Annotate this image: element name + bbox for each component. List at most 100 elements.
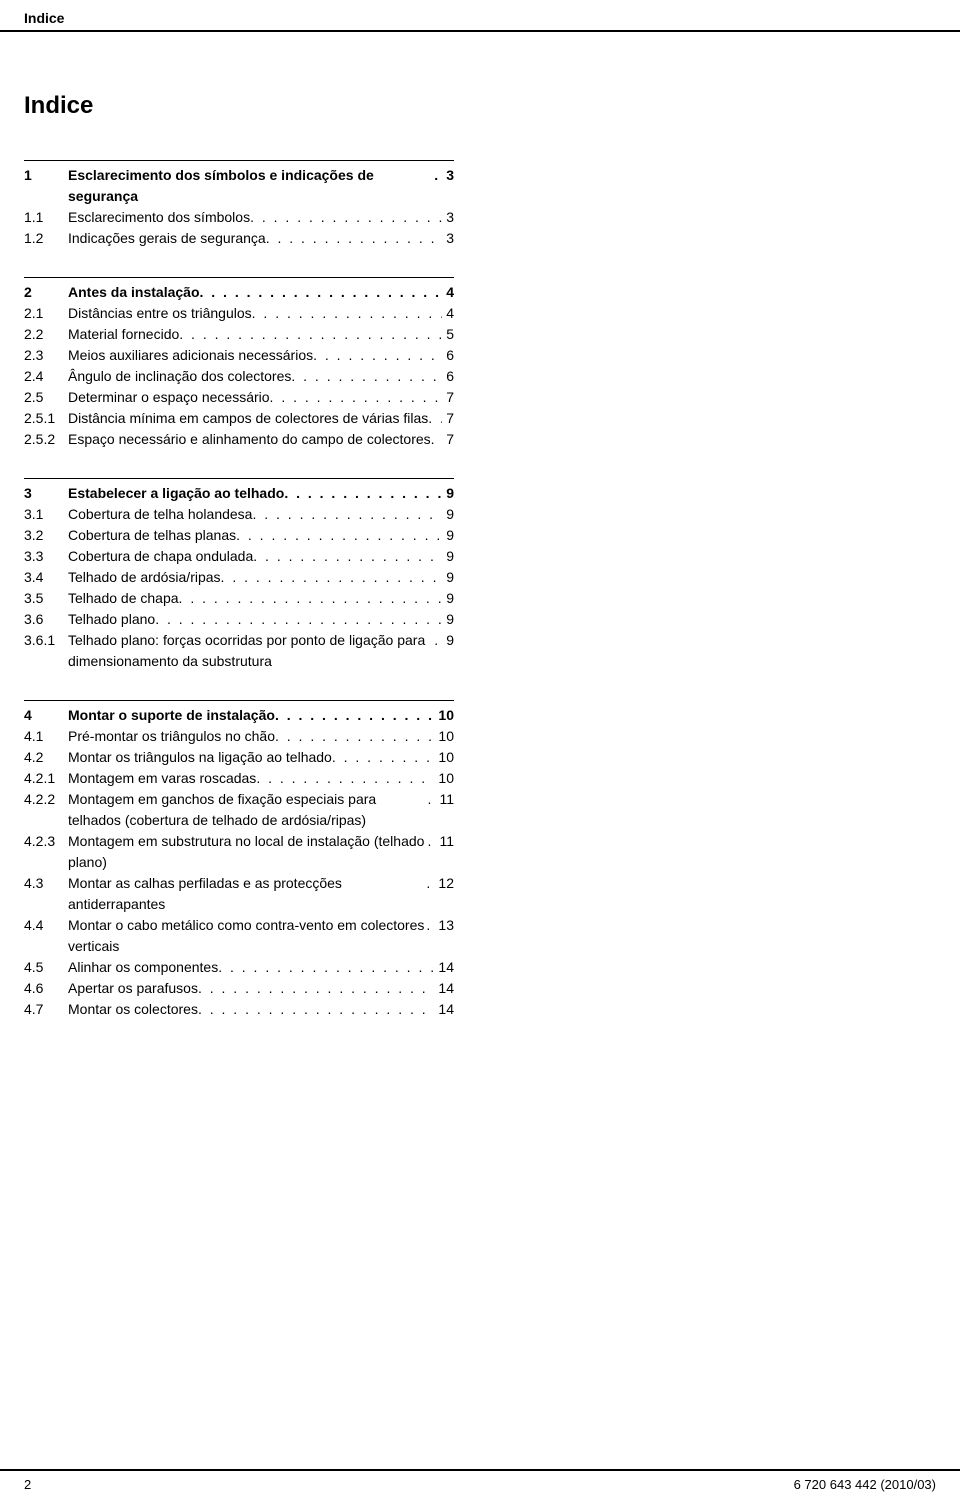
toc-row: 4.2Montar os triângulos na ligação ao te… <box>24 747 454 768</box>
toc-number: 4.6 <box>24 978 68 999</box>
section-rule <box>24 478 454 479</box>
toc-row: 4.2.3Montagem em substrutura no local de… <box>24 831 454 873</box>
toc-text-wrap: Esclarecimento dos símbolos . . . . . . … <box>68 207 454 228</box>
toc-dots: . . . . . . . . . . . . . . . . . . . . … <box>200 282 443 303</box>
toc-row: 2.5.2Espaço necessário e alinhamento do … <box>24 429 454 450</box>
toc-dots: . . . . . . . . . . . . . . . . . . . . … <box>275 705 434 726</box>
toc-text-wrap: Telhado de chapa . . . . . . . . . . . .… <box>68 588 454 609</box>
toc-row: 2.5Determinar o espaço necessário . . . … <box>24 387 454 408</box>
toc-text: Montagem em substrutura no local de inst… <box>68 831 427 873</box>
toc-text-wrap: Meios auxiliares adicionais necessários … <box>68 345 454 366</box>
toc-text-wrap: Montagem em substrutura no local de inst… <box>68 831 454 873</box>
toc-number: 2.5 <box>24 387 68 408</box>
toc-text-wrap: Cobertura de chapa ondulada . . . . . . … <box>68 546 454 567</box>
toc-dots: . . . . . . . . . . . . . . . . . . . . … <box>198 999 434 1020</box>
toc-dots: . . . . . . . . . . . . . . . . . . . . … <box>221 567 443 588</box>
toc-page: 4 <box>442 282 454 303</box>
toc-row: 4.5Alinhar os componentes . . . . . . . … <box>24 957 454 978</box>
toc-dots: . . . . . . . . . . . . . . . . . . . . … <box>427 789 435 810</box>
toc-dots: . . . . . . . . . . . . . . . . . . . . … <box>256 768 434 789</box>
toc-text-wrap: Material fornecido . . . . . . . . . . .… <box>68 324 454 345</box>
toc-section: 3Estabelecer a ligação ao telhado . . . … <box>24 478 480 672</box>
page-footer: 2 6 720 643 442 (2010/03) <box>0 1469 960 1502</box>
toc-text-wrap: Distâncias entre os triângulos . . . . .… <box>68 303 454 324</box>
toc-number: 4 <box>24 705 68 726</box>
toc-row: 2.1Distâncias entre os triângulos . . . … <box>24 303 454 324</box>
toc-page: 12 <box>434 873 454 894</box>
toc-number: 4.1 <box>24 726 68 747</box>
toc-dots: . . . . . . . . . . . . . . . . . . . . … <box>284 483 442 504</box>
toc-text: Apertar os parafusos <box>68 978 198 999</box>
toc-text-wrap: Montar as calhas perfiladas e as protecç… <box>68 873 454 915</box>
toc-text: Alinhar os componentes <box>68 957 218 978</box>
toc-text: Telhado de ardósia/ripas <box>68 567 221 588</box>
toc-text: Determinar o espaço necessário <box>68 387 270 408</box>
toc-page: 10 <box>434 768 454 789</box>
toc-page: 13 <box>434 915 454 936</box>
toc-page: 14 <box>434 957 454 978</box>
toc-dots: . . . . . . . . . . . . . . . . . . . . … <box>427 831 435 852</box>
toc-number: 1 <box>24 165 68 186</box>
toc-sections: 1Esclarecimento dos símbolos e indicaçõe… <box>24 160 480 1020</box>
toc-text-wrap: Cobertura de telha holandesa . . . . . .… <box>68 504 454 525</box>
toc-row: 2.5.1Distância mínima em campos de colec… <box>24 408 454 429</box>
toc-section: 2Antes da instalação . . . . . . . . . .… <box>24 277 480 450</box>
toc-number: 3.3 <box>24 546 68 567</box>
toc-dots: . . . . . . . . . . . . . . . . . . . . … <box>291 366 442 387</box>
section-rule <box>24 277 454 278</box>
toc-row: 2.3Meios auxiliares adicionais necessári… <box>24 345 454 366</box>
toc-text: Montar os triângulos na ligação ao telha… <box>68 747 332 768</box>
toc-text: Distância mínima em campos de colectores… <box>68 408 428 429</box>
toc-page: 9 <box>442 483 454 504</box>
toc-text-wrap: Alinhar os componentes . . . . . . . . .… <box>68 957 454 978</box>
toc-page: 7 <box>442 408 454 429</box>
toc-number: 2 <box>24 282 68 303</box>
toc-section: 1Esclarecimento dos símbolos e indicaçõe… <box>24 160 480 249</box>
toc-row: 3Estabelecer a ligação ao telhado . . . … <box>24 483 454 504</box>
toc-row: 3.6.1Telhado plano: forças ocorridas por… <box>24 630 454 672</box>
toc-page: 9 <box>442 525 454 546</box>
toc-number: 2.3 <box>24 345 68 366</box>
toc-number: 4.2.2 <box>24 789 68 810</box>
toc-text-wrap: Montar os colectores . . . . . . . . . .… <box>68 999 454 1020</box>
toc-dots: . . . . . . . . . . . . . . . . . . . . … <box>313 345 442 366</box>
section-rule <box>24 160 454 161</box>
toc-dots: . . . . . . . . . . . . . . . . . . . . … <box>250 207 442 228</box>
toc-text-wrap: Montagem em ganchos de fixação especiais… <box>68 789 454 831</box>
toc-number: 1.2 <box>24 228 68 249</box>
toc-text: Telhado de chapa <box>68 588 179 609</box>
toc-text-wrap: Espaço necessário e alinhamento do campo… <box>68 429 454 450</box>
toc-dots: . . . . . . . . . . . . . . . . . . . . … <box>179 324 442 345</box>
toc-row: 3.4Telhado de ardósia/ripas . . . . . . … <box>24 567 454 588</box>
toc-page: 14 <box>434 978 454 999</box>
toc-dots: . . . . . . . . . . . . . . . . . . . . … <box>426 873 434 894</box>
footer-doc-ref: 6 720 643 442 (2010/03) <box>794 1477 936 1492</box>
toc-dots: . . . . . . . . . . . . . . . . . . . . … <box>218 957 434 978</box>
toc-text-wrap: Ângulo de inclinação dos colectores . . … <box>68 366 454 387</box>
toc-number: 2.2 <box>24 324 68 345</box>
toc-section: 4Montar o suporte de instalação . . . . … <box>24 700 480 1020</box>
toc-row: 1.2Indicações gerais de segurança . . . … <box>24 228 454 249</box>
toc-number: 2.1 <box>24 303 68 324</box>
toc-text: Pré-montar os triângulos no chão <box>68 726 275 747</box>
toc-text-wrap: Pré-montar os triângulos no chão . . . .… <box>68 726 454 747</box>
page-title: Indice <box>24 92 480 120</box>
toc-dots: . . . . . . . . . . . . . . . . . . . . … <box>270 387 443 408</box>
toc-row: 4.6Apertar os parafusos . . . . . . . . … <box>24 978 454 999</box>
toc-text: Montar o cabo metálico como contra-vento… <box>68 915 426 957</box>
toc-row: 4.4Montar o cabo metálico como contra-ve… <box>24 915 454 957</box>
toc-content: Indice 1Esclarecimento dos símbolos e in… <box>0 32 480 1020</box>
toc-number: 4.2.3 <box>24 831 68 852</box>
toc-page: 11 <box>435 831 454 852</box>
toc-number: 4.2.1 <box>24 768 68 789</box>
toc-text: Montar os colectores <box>68 999 198 1020</box>
toc-page: 10 <box>434 747 454 768</box>
toc-text: Telhado plano: forças ocorridas por pont… <box>68 630 434 672</box>
toc-text-wrap: Distância mínima em campos de colectores… <box>68 408 454 429</box>
toc-page: 9 <box>442 546 454 567</box>
toc-dots: . . . . . . . . . . . . . . . . . . . . … <box>252 303 443 324</box>
toc-dots: . . . . . . . . . . . . . . . . . . . . … <box>332 747 435 768</box>
toc-number: 4.3 <box>24 873 68 894</box>
toc-dots: . . . . . . . . . . . . . . . . . . . . … <box>434 165 442 186</box>
toc-text: Montagem em ganchos de fixação especiais… <box>68 789 427 831</box>
